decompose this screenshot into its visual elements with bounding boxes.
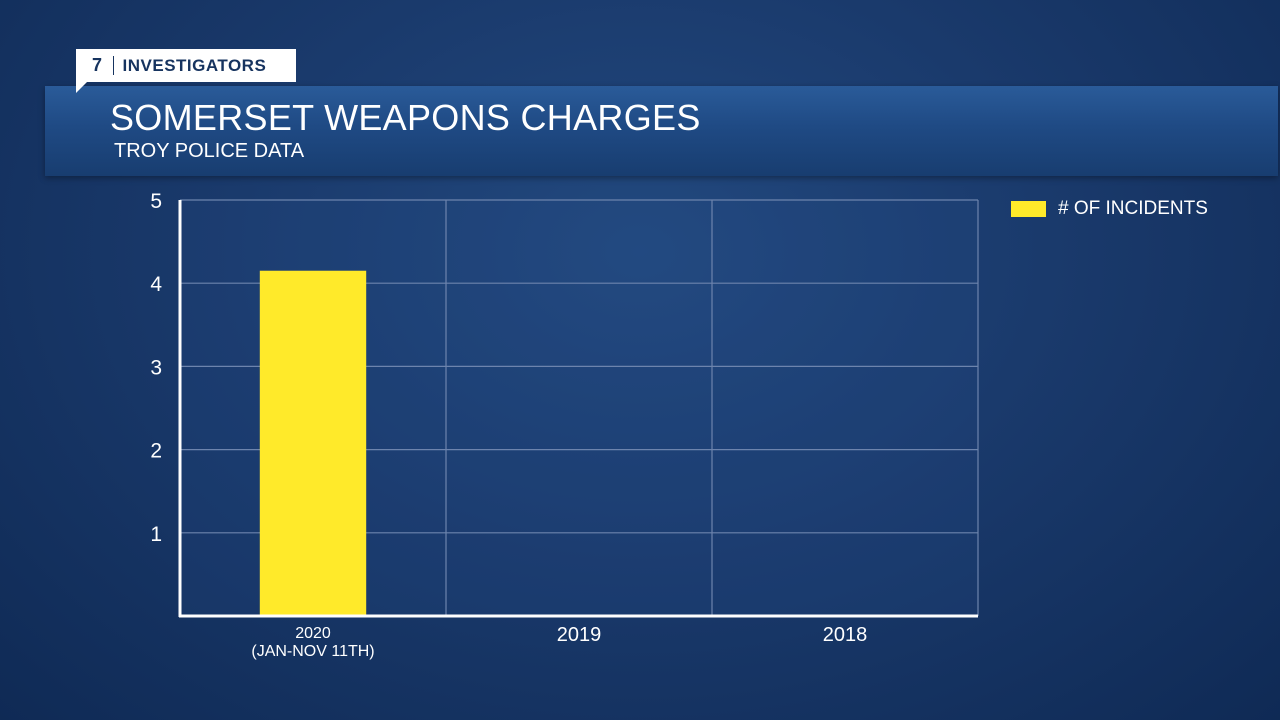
y-tick-label: 1	[150, 523, 162, 546]
y-tick-label: 3	[150, 356, 162, 379]
bar	[259, 270, 367, 616]
chart-legend: # OF INCIDENTS	[1011, 198, 1208, 220]
y-tick-label: 2	[150, 440, 162, 463]
x-tick-label: 2018	[823, 624, 868, 646]
x-tick-label: 2019	[557, 624, 602, 646]
legend-label: # OF INCIDENTS	[1058, 198, 1208, 219]
y-tick-label: 5	[150, 190, 162, 213]
brand-tag-tail-icon	[76, 82, 87, 93]
brand-name: INVESTIGATORS	[122, 55, 267, 75]
chart-title: SOMERSET WEAPONS CHARGES	[110, 97, 701, 138]
x-tick-label: (JAN-NOV 11TH)	[251, 643, 374, 660]
title-banner	[45, 86, 1278, 176]
legend-swatch	[1011, 201, 1046, 217]
channel-number: 7	[92, 55, 103, 75]
station-brand-tag: 7 INVESTIGATORS	[76, 49, 296, 82]
chart-subtitle: TROY POLICE DATA	[114, 140, 305, 162]
y-tick-label: 4	[150, 273, 162, 296]
x-tick-label: 2020	[295, 625, 331, 642]
brand-divider	[112, 56, 114, 75]
